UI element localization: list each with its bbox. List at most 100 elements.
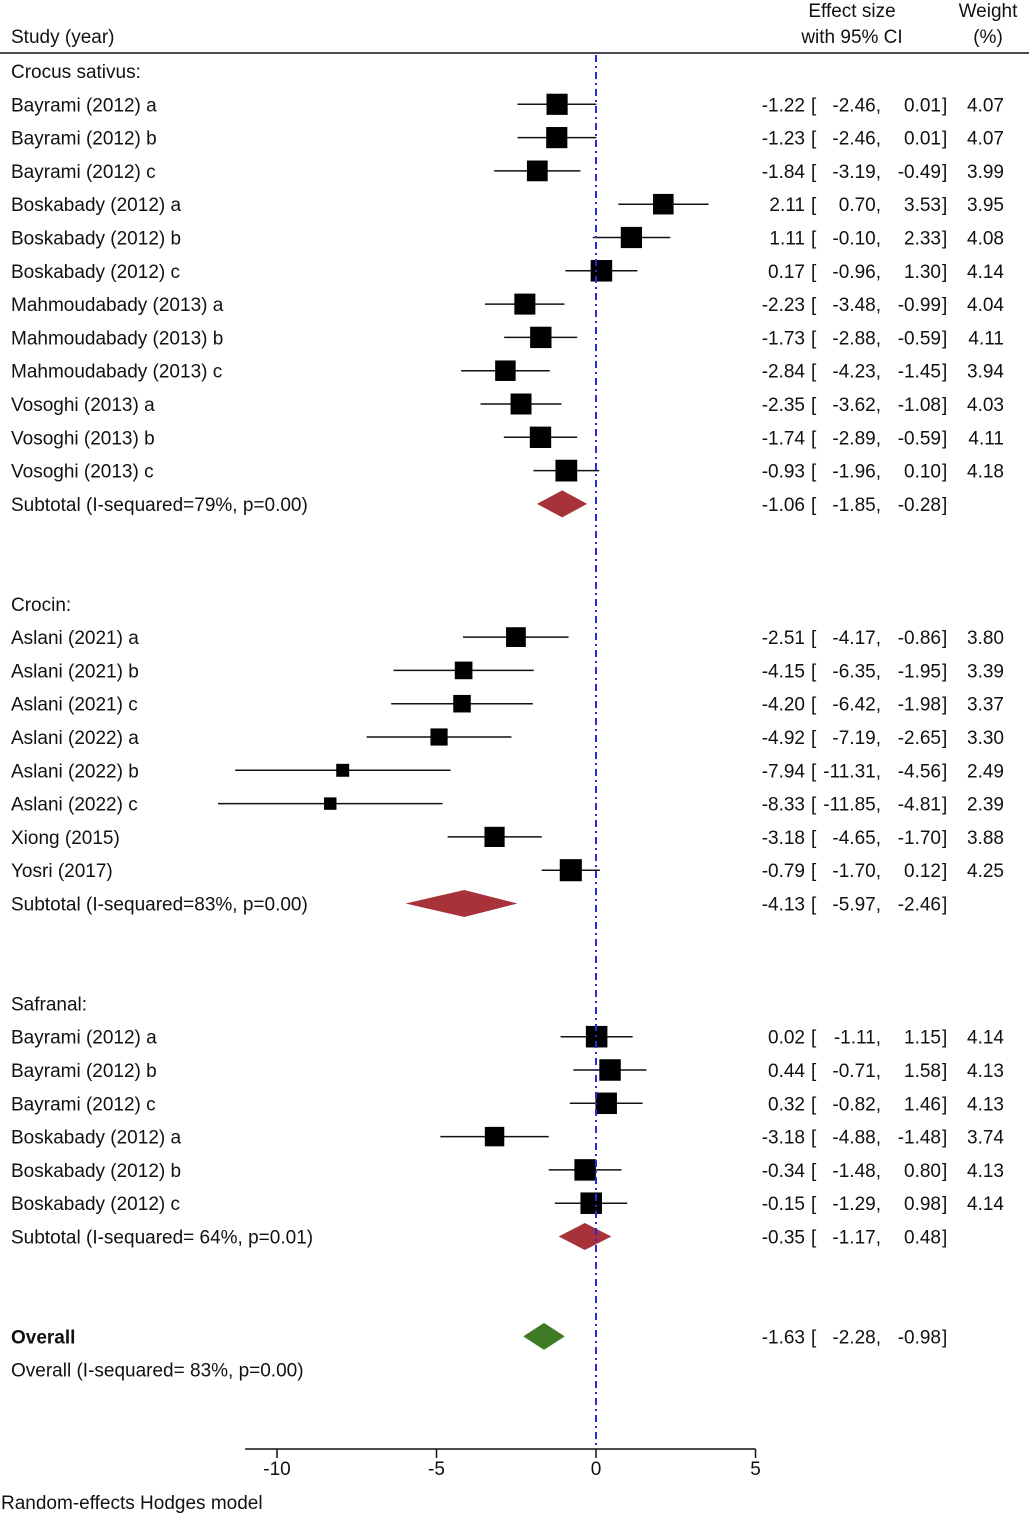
row-7-bracket-close: ] — [942, 295, 947, 316]
row-13-bracket-open: [ — [811, 495, 817, 516]
row-6-estimate: 0.17 — [768, 262, 805, 283]
row-4-estimate: 2.11 — [769, 195, 805, 216]
row-30-bracket-close: ] — [942, 1061, 947, 1082]
row-30-upper: 1.58 — [904, 1061, 941, 1082]
row-18-lower: -6.35, — [832, 661, 881, 682]
row-24-weight: 4.25 — [967, 861, 1004, 882]
row-5-label: Boskabady (2012) b — [11, 229, 181, 250]
row-13-label: Subtotal (I-sequared=79%, p=0.00) — [11, 495, 308, 516]
row-30-estimate: 0.44 — [768, 1061, 805, 1082]
row-31-upper: 1.46 — [904, 1094, 941, 1115]
row-3-label: Bayrami (2012) c — [11, 162, 156, 183]
row-1-bracket-close: ] — [942, 95, 947, 116]
row-11-upper: -0.59 — [898, 428, 941, 449]
row-7-bracket-open: [ — [811, 295, 817, 316]
row-9-estimate: -2.84 — [762, 362, 806, 383]
row-22-lower: -11.85, — [823, 795, 881, 816]
row-9-upper: -1.45 — [898, 362, 941, 383]
row-8-label: Mahmoudabady (2013) b — [11, 328, 223, 349]
row-38-label: Overall — [11, 1327, 75, 1348]
row-35-lower: -1.17, — [832, 1228, 881, 1249]
row-22-weight-square — [324, 797, 337, 810]
row-32-bracket-open: [ — [811, 1128, 817, 1149]
row-21-lower: -11.31, — [823, 761, 881, 782]
row-38-estimate: -1.63 — [762, 1327, 805, 1348]
header-study: Study (year) — [11, 27, 114, 48]
header-effect-line1: Effect size — [808, 1, 895, 22]
row-21-estimate: -7.94 — [762, 761, 806, 782]
row-10-label: Vosoghi (2013) a — [11, 395, 155, 416]
row-22-label: Aslani (2022) c — [11, 795, 138, 816]
row-29-label: Bayrami (2012) a — [11, 1028, 157, 1049]
row-23-bracket-close: ] — [942, 828, 947, 849]
row-12-upper: 0.10 — [904, 462, 941, 483]
row-22-bracket-open: [ — [811, 795, 817, 816]
row-24-weight-square — [559, 859, 582, 882]
row-33-bracket-open: [ — [811, 1161, 817, 1182]
row-34-weight-square — [580, 1192, 602, 1214]
row-21-bracket-open: [ — [811, 761, 817, 782]
row-23-estimate: -3.18 — [762, 828, 805, 849]
row-17-upper: -0.86 — [898, 628, 941, 649]
row-12-estimate: -0.93 — [762, 462, 805, 483]
row-17-lower: -4.17, — [832, 628, 881, 649]
row-34-label: Boskabady (2012) c — [11, 1194, 180, 1215]
row-2-upper: 0.01 — [904, 129, 941, 150]
row-25-bracket-close: ] — [942, 895, 947, 916]
x-tick-label-1: -5 — [428, 1459, 445, 1480]
row-31-estimate: 0.32 — [768, 1094, 805, 1115]
row-17-label: Aslani (2021) a — [11, 628, 139, 649]
row-13-pooled-diamond — [536, 490, 588, 518]
row-32-lower: -4.88, — [832, 1128, 881, 1149]
row-34-estimate: -0.15 — [762, 1194, 805, 1215]
row-3-weight: 3.99 — [967, 162, 1004, 183]
row-5-estimate: 1.11 — [769, 229, 805, 250]
row-24-bracket-close: ] — [942, 861, 947, 882]
row-7-upper: -0.99 — [898, 295, 941, 316]
row-19-weight-square — [453, 694, 471, 713]
model-footnote: Random-effects Hodges model — [1, 1493, 263, 1514]
row-32-estimate: -3.18 — [762, 1128, 805, 1149]
row-10-bracket-open: [ — [811, 395, 817, 416]
row-11-weight: 4.11 — [968, 428, 1004, 449]
row-6-bracket-close: ] — [942, 262, 947, 283]
row-13-lower: -1.85, — [832, 495, 881, 516]
row-33-lower: -1.48, — [832, 1161, 881, 1182]
row-18-weight-square — [454, 661, 473, 680]
row-4-weight: 3.95 — [967, 195, 1004, 216]
row-17-estimate: -2.51 — [762, 628, 805, 649]
row-35-label: Subtotal (I-sequared= 64%, p=0.01) — [11, 1228, 313, 1249]
row-19-upper: -1.98 — [898, 695, 941, 716]
row-25-pooled-diamond — [405, 890, 518, 917]
row-29-bracket-close: ] — [942, 1028, 947, 1049]
row-19-label: Aslani (2021) c — [11, 695, 138, 716]
row-10-upper: -1.08 — [898, 395, 941, 416]
row-8-lower: -2.88, — [832, 328, 881, 349]
row-24-label: Yosri (2017) — [11, 861, 113, 882]
row-34-weight: 4.14 — [967, 1194, 1004, 1215]
row-35-pooled-diamond — [558, 1223, 612, 1250]
row-30-label: Bayrami (2012) b — [11, 1061, 157, 1082]
row-23-upper: -1.70 — [898, 828, 941, 849]
row-11-label: Vosoghi (2013) b — [11, 428, 155, 449]
row-6-upper: 1.30 — [904, 262, 941, 283]
row-2-lower: -2.46, — [832, 129, 881, 150]
row-23-weight-square — [484, 826, 505, 847]
row-18-estimate: -4.15 — [762, 661, 805, 682]
row-4-bracket-close: ] — [942, 195, 947, 216]
row-7-weight: 4.04 — [967, 295, 1004, 316]
row-21-label: Aslani (2022) b — [11, 761, 139, 782]
row-25-bracket-open: [ — [811, 895, 817, 916]
row-5-weight: 4.08 — [967, 229, 1004, 250]
row-8-bracket-close: ] — [942, 328, 947, 349]
row-12-weight-square — [555, 459, 578, 482]
row-38-lower: -2.28, — [832, 1327, 881, 1348]
header-weight-line1: Weight — [959, 1, 1019, 22]
row-2-bracket-close: ] — [942, 129, 947, 150]
row-5-bracket-open: [ — [811, 229, 817, 250]
row-12-bracket-close: ] — [942, 462, 947, 483]
row-35-bracket-open: [ — [811, 1228, 817, 1249]
row-10-bracket-close: ] — [942, 395, 947, 416]
row-3-upper: -0.49 — [898, 162, 941, 183]
row-24-lower: -1.70, — [832, 861, 881, 882]
